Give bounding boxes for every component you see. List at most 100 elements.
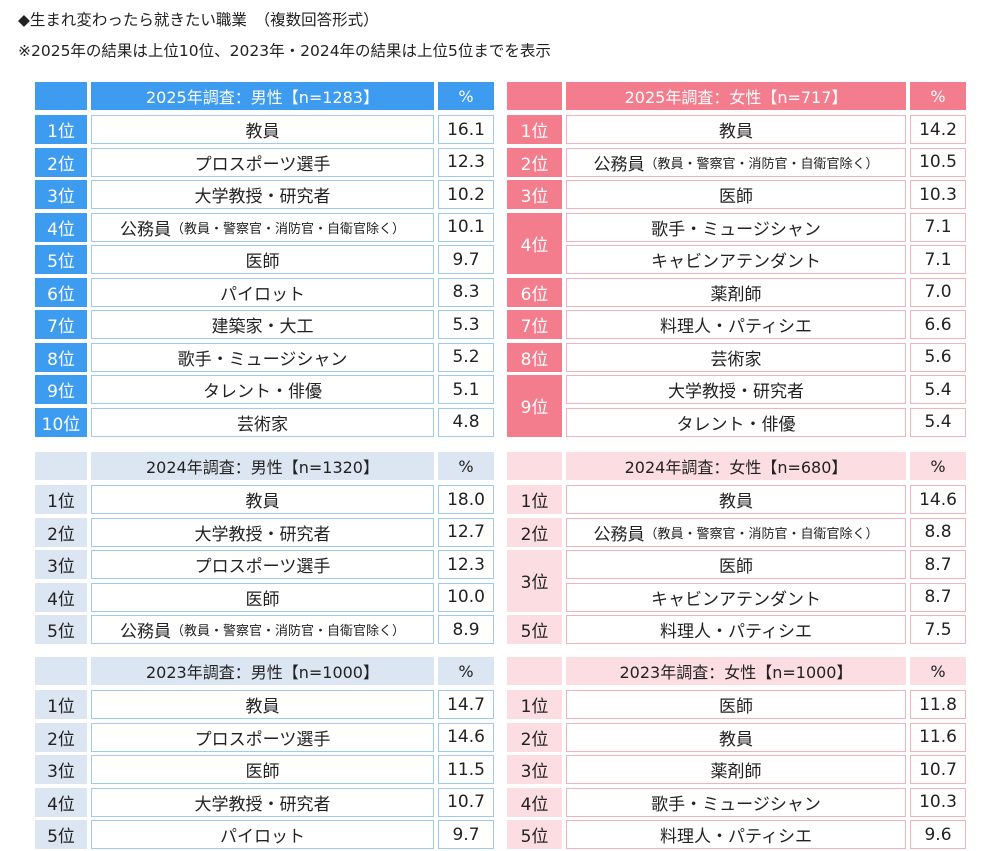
m2025-percent-cell: 10.1 xyxy=(438,212,494,242)
job-name: 公務員 xyxy=(119,219,171,240)
f2023-percent-cell: 11.8 xyxy=(910,690,966,719)
job-name: 芸術家 xyxy=(710,349,762,370)
f2023-percent-cell: 11.6 xyxy=(910,722,966,752)
f2025-job-cell: 公務員 （教員・警察官・消防官・自衛官除く） xyxy=(566,147,906,177)
m2025-job-cell: 教員 xyxy=(91,115,434,144)
job-note: （教員・警察官・消防官・自衛官除く） xyxy=(644,526,879,542)
f2024-percent-cell: 14.6 xyxy=(910,485,966,514)
job-name: 料理人・パティシエ xyxy=(660,317,812,337)
job-name: 医師 xyxy=(719,557,753,577)
f2024-percent-cell: 7.5 xyxy=(910,615,966,644)
f2025-job-cell: 医師 xyxy=(566,180,906,209)
m2025-rank-cell: 2位 xyxy=(35,147,87,177)
f2025-percent-cell: 5.4 xyxy=(910,375,966,404)
job-name: キャビンアテンダント xyxy=(651,252,821,272)
f2024-percent-cell: 8.7 xyxy=(910,550,966,579)
f2023-rank-cell: 5位 xyxy=(507,820,562,849)
f2023-rank-cell: 2位 xyxy=(507,722,562,752)
m2023-percent-cell: 14.7 xyxy=(438,690,494,719)
f2023-rank-cell: 4位 xyxy=(507,787,562,817)
f2025-job-cell: 料理人・パティシエ xyxy=(566,310,906,339)
page-subtitle: ※2025年の結果は上位10位、2023年・2024年の結果は上位5位までを表示 xyxy=(18,42,551,60)
f2024-job-cell: 医師 xyxy=(566,550,906,579)
job-name: 薬剤師 xyxy=(710,762,762,782)
job-name: 芸術家 xyxy=(237,414,288,435)
job-name: 建築家・大工 xyxy=(211,317,314,337)
f2024-job-cell: 教員 xyxy=(566,485,906,514)
f2025-percent-cell: 10.5 xyxy=(910,147,966,177)
m2024-job-cell: 大学教授・研究者 xyxy=(91,517,434,547)
job-name: 歌手・ミュージシャン xyxy=(177,349,348,370)
job-note: （教員・警察官・消防官・自衛官除く） xyxy=(644,156,879,172)
f2025-job-cell: 大学教授・研究者 xyxy=(566,375,906,404)
m2023-percent-cell: 14.6 xyxy=(438,722,494,752)
f2024-rank-cell: 3位 xyxy=(507,550,562,612)
f2023-header-title: 2023年調査：女性【n=1000】 xyxy=(566,657,906,685)
m2025-percent-cell: 10.2 xyxy=(438,180,494,209)
m2024-job-cell: 教員 xyxy=(91,485,434,514)
m2025-header-title: 2025年調査：男性【n=1283】 xyxy=(91,82,434,110)
f2025-header-title: 2025年調査：女性【n=717】 xyxy=(566,82,906,110)
f2024-rank-cell: 5位 xyxy=(507,615,562,644)
m2025-job-cell: 建築家・大工 xyxy=(91,310,434,339)
f2025-percent-cell: 7.1 xyxy=(910,245,966,274)
m2025-percent-cell: 8.3 xyxy=(438,277,494,307)
m2025-percent-cell: 5.3 xyxy=(438,310,494,339)
f2024-header-rank-blank xyxy=(507,452,562,480)
f2023-job-cell: 歌手・ミュージシャン xyxy=(566,787,906,817)
f2023-percent-cell: 10.3 xyxy=(910,787,966,817)
m2024-job-cell: プロスポーツ選手 xyxy=(91,550,434,579)
f2025-rank-cell: 7位 xyxy=(507,310,562,339)
m2023-rank-cell: 3位 xyxy=(35,755,87,784)
m2023-job-cell: 医師 xyxy=(91,755,434,784)
f2025-job-cell: タレント・俳優 xyxy=(566,407,906,437)
f2024-rank-cell: 2位 xyxy=(507,517,562,547)
f2025-percent-cell: 5.6 xyxy=(910,342,966,372)
job-name: キャビンアテンダント xyxy=(651,589,821,610)
f2025-rank-cell: 1位 xyxy=(507,115,562,144)
f2025-rank-cell: 3位 xyxy=(507,180,562,209)
m2023-rank-cell: 1位 xyxy=(35,690,87,719)
job-name: 教員 xyxy=(719,729,753,750)
m2025-percent-cell: 4.8 xyxy=(438,407,494,437)
m2023-job-cell: プロスポーツ選手 xyxy=(91,722,434,752)
job-note: （教員・警察官・消防官・自衛官除く） xyxy=(170,624,405,639)
m2025-percent-cell: 9.7 xyxy=(438,245,494,274)
job-name: 医師 xyxy=(245,762,280,782)
job-name: 大学教授・研究者 xyxy=(194,187,331,207)
job-name: タレント・俳優 xyxy=(676,414,796,435)
f2025-job-cell: キャビンアテンダント xyxy=(566,245,906,274)
f2025-job-cell: 薬剤師 xyxy=(566,277,906,307)
f2023-header-rank-blank xyxy=(507,657,562,685)
f2025-percent-cell: 6.6 xyxy=(910,310,966,339)
f2025-job-cell: 歌手・ミュージシャン xyxy=(566,212,906,242)
m2025-job-cell: 大学教授・研究者 xyxy=(91,180,434,209)
f2023-job-cell: 医師 xyxy=(566,690,906,719)
m2025-rank-cell: 3位 xyxy=(35,180,87,209)
job-name: パイロット xyxy=(220,284,305,305)
m2024-rank-cell: 5位 xyxy=(35,615,87,644)
f2025-header-percent: % xyxy=(910,82,966,110)
page-title: ◆生まれ変わったら就きたい職業 （複数回答形式） xyxy=(18,11,379,29)
m2025-header-percent: % xyxy=(438,82,494,110)
f2025-percent-cell: 14.2 xyxy=(910,115,966,144)
f2025-percent-cell: 10.3 xyxy=(910,180,966,209)
job-name: 教員 xyxy=(245,122,280,142)
job-name: プロスポーツ選手 xyxy=(194,729,331,750)
job-name: 大学教授・研究者 xyxy=(194,794,331,815)
m2023-job-cell: 大学教授・研究者 xyxy=(91,787,434,817)
f2025-job-cell: 教員 xyxy=(566,115,906,144)
f2025-percent-cell: 7.1 xyxy=(910,212,966,242)
m2025-job-cell: 歌手・ミュージシャン xyxy=(91,342,434,372)
f2024-rank-cell: 1位 xyxy=(507,485,562,514)
f2023-job-cell: 料理人・パティシエ xyxy=(566,820,906,849)
m2023-rank-cell: 4位 xyxy=(35,787,87,817)
job-name: 公務員 xyxy=(593,524,645,545)
m2024-job-cell: 公務員 （教員・警察官・消防官・自衛官除く） xyxy=(91,615,434,644)
m2024-rank-cell: 3位 xyxy=(35,550,87,579)
job-name: パイロット xyxy=(220,827,305,847)
job-name: 医師 xyxy=(719,697,753,717)
job-name: プロスポーツ選手 xyxy=(194,154,331,175)
f2023-percent-cell: 9.6 xyxy=(910,820,966,849)
job-name: 教員 xyxy=(245,697,280,717)
